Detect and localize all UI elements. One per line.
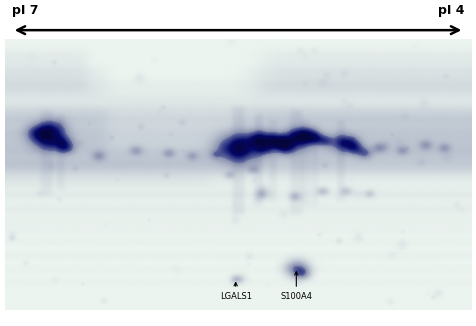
Text: S100A4: S100A4 [280,272,312,301]
Text: LGALS1: LGALS1 [219,283,252,301]
Text: pI 4: pI 4 [438,4,464,17]
Text: pI 7: pI 7 [12,4,38,17]
